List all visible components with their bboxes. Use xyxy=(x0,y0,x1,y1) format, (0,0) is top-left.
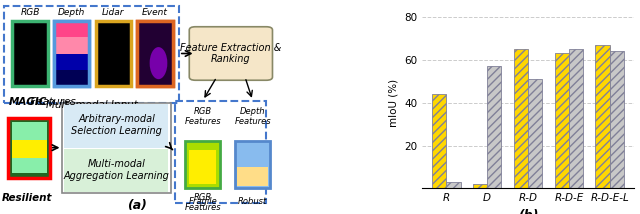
FancyBboxPatch shape xyxy=(8,118,50,178)
Text: (a): (a) xyxy=(127,199,147,212)
Bar xyxy=(514,49,528,188)
Text: Depth
Features: Depth Features xyxy=(234,107,271,126)
FancyBboxPatch shape xyxy=(237,167,268,186)
Bar xyxy=(446,182,461,188)
FancyBboxPatch shape xyxy=(235,141,270,188)
FancyBboxPatch shape xyxy=(54,54,90,70)
Bar xyxy=(528,79,542,188)
Text: Event: Event xyxy=(142,8,168,17)
Text: Lidar: Lidar xyxy=(102,8,125,17)
Text: RGB: RGB xyxy=(20,8,40,17)
Bar xyxy=(569,49,583,188)
FancyBboxPatch shape xyxy=(185,141,220,188)
Text: RGB
Features: RGB Features xyxy=(184,193,221,212)
Text: Features: Features xyxy=(27,97,76,107)
Text: Robust: Robust xyxy=(238,197,268,206)
FancyBboxPatch shape xyxy=(12,140,47,158)
Bar xyxy=(473,184,487,188)
Text: Depth: Depth xyxy=(58,8,86,17)
Text: Fragile: Fragile xyxy=(188,197,217,206)
Text: Multi-modal Input: Multi-modal Input xyxy=(45,100,138,110)
FancyBboxPatch shape xyxy=(54,21,90,86)
Bar xyxy=(487,66,502,188)
FancyBboxPatch shape xyxy=(54,37,90,54)
FancyBboxPatch shape xyxy=(65,149,168,192)
Ellipse shape xyxy=(150,47,167,79)
FancyBboxPatch shape xyxy=(65,104,168,148)
FancyBboxPatch shape xyxy=(13,21,48,86)
FancyBboxPatch shape xyxy=(189,150,216,184)
FancyBboxPatch shape xyxy=(54,70,90,86)
Bar xyxy=(432,94,446,188)
Text: Arbitrary-modal
Selection Learning: Arbitrary-modal Selection Learning xyxy=(71,114,162,136)
FancyBboxPatch shape xyxy=(96,21,131,86)
FancyBboxPatch shape xyxy=(138,21,173,86)
Text: Feature Extraction &
Ranking: Feature Extraction & Ranking xyxy=(180,43,282,64)
Bar xyxy=(595,45,610,188)
Bar xyxy=(610,51,624,188)
Bar xyxy=(554,54,569,188)
FancyBboxPatch shape xyxy=(54,21,90,37)
Y-axis label: mIoU (%): mIoU (%) xyxy=(389,79,399,127)
Text: Resilient: Resilient xyxy=(2,193,52,203)
Text: MAGIC: MAGIC xyxy=(8,97,47,107)
Text: Multi-modal
Aggregation Learning: Multi-modal Aggregation Learning xyxy=(63,159,170,181)
X-axis label: (b): (b) xyxy=(518,209,538,214)
Text: RGB
Features: RGB Features xyxy=(184,107,221,126)
FancyBboxPatch shape xyxy=(189,27,273,80)
FancyBboxPatch shape xyxy=(63,103,170,193)
FancyBboxPatch shape xyxy=(12,122,47,173)
FancyBboxPatch shape xyxy=(138,21,173,86)
